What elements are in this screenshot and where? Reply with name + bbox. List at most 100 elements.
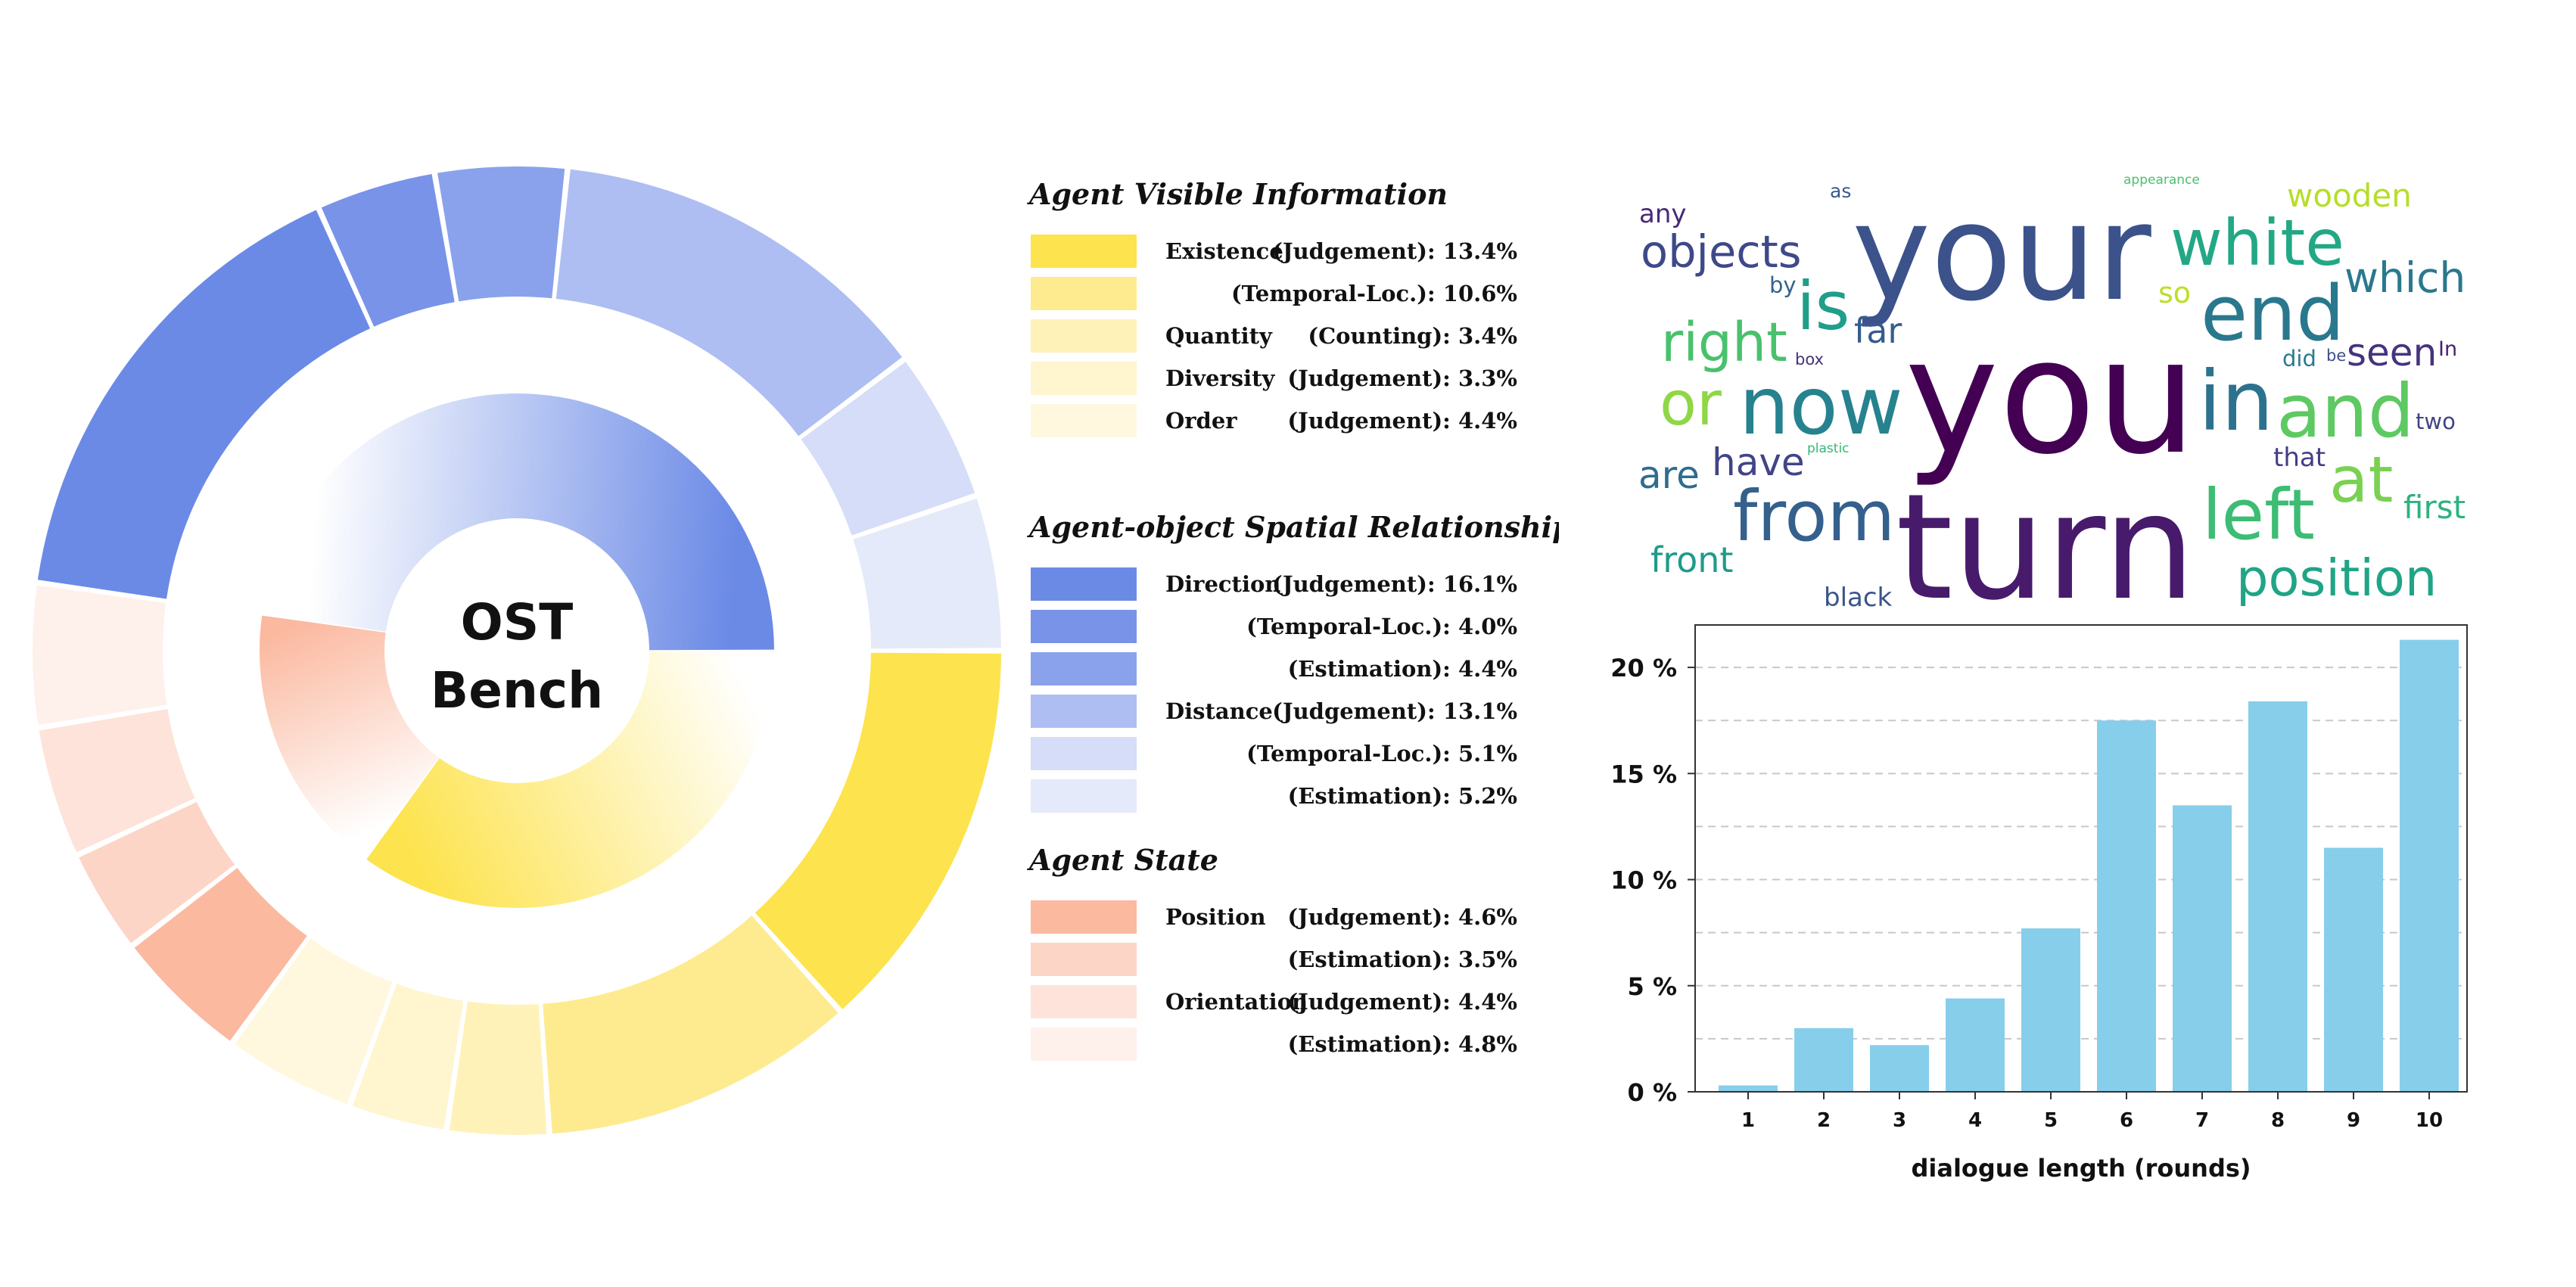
legend-swatch-agent-object-spatial-relationship-0: [1031, 567, 1137, 601]
wordcloud-word: at: [2329, 443, 2394, 517]
y-tick-label: 10 %: [1610, 866, 1677, 895]
bar-7: [2173, 805, 2232, 1092]
legend-heading-agent-visible-information: Agent Visible Information: [1027, 177, 1448, 211]
legend-value-agent-object-spatial-relationship-2: (Estimation): 4.4%: [1288, 656, 1517, 682]
legend-value-agent-visible-information-4: (Judgement): 4.4%: [1287, 408, 1517, 434]
legend-value-agent-object-spatial-relationship-5: (Estimation): 5.2%: [1288, 783, 1517, 809]
bar-chart-frame: [1694, 624, 2468, 1093]
wordcloud-word: from: [1733, 476, 1896, 557]
wordcloud-word: left: [2202, 474, 2316, 555]
legend-value-agent-state-3: (Estimation): 4.8%: [1288, 1031, 1517, 1057]
outer-slice-agent-state-5: [134, 868, 307, 1041]
wordcloud-word: and: [2276, 368, 2415, 454]
category-legend: Agent Visible InformationExistence(Judge…: [1027, 177, 1559, 1061]
legend-swatch-agent-object-spatial-relationship-3: [1031, 695, 1137, 728]
wordcloud-word: which: [2344, 253, 2466, 302]
legend-swatch-agent-visible-information-1: [1031, 277, 1137, 310]
legend-category-order: Order: [1165, 408, 1237, 434]
x-tick-label: 2: [1817, 1109, 1831, 1132]
legend-swatch-agent-visible-information-4: [1031, 404, 1137, 437]
wordcloud-word: that: [2273, 443, 2326, 473]
outer-slice-agent-object-spatial-relationship-12: [555, 169, 903, 437]
wordcloud-word: any: [1639, 199, 1687, 229]
inner-slice-agent-state: [259, 615, 439, 859]
legend-heading-agent-state: Agent State: [1027, 843, 1218, 877]
x-tick-label: 6: [2120, 1109, 2133, 1132]
wordcloud-word: as: [1830, 180, 1852, 202]
legend-category-distance: Distance: [1165, 698, 1273, 724]
bar-3: [1870, 1045, 1929, 1092]
legend-swatch-agent-object-spatial-relationship-5: [1031, 779, 1137, 813]
bar-9: [2324, 847, 2383, 1092]
ost-bench-donut-chart: OST Bench: [32, 166, 1001, 1135]
legend-value-agent-object-spatial-relationship-0: (Judgement): 16.1%: [1272, 571, 1517, 597]
bar-chart-x-ticks: 1 2 3 4 5 6 7 8 9 10: [1741, 1092, 2443, 1132]
wordcloud-word: so: [2158, 276, 2192, 309]
legend-value-agent-state-1: (Estimation): 3.5%: [1288, 947, 1517, 972]
legend-value-agent-state-2: (Judgement): 4.4%: [1287, 989, 1517, 1015]
x-tick-label: 10: [2416, 1109, 2443, 1132]
outer-slice-agent-state-6: [79, 801, 235, 943]
legend-value-agent-visible-information-0: (Judgement): 13.4%: [1272, 238, 1517, 264]
bar-2: [1794, 1027, 1853, 1092]
bar-6: [2097, 720, 2156, 1092]
bar-chart-y-ticks: 0 % 5 % 10 % 15 % 20 %: [1610, 654, 1695, 1107]
y-tick-label: 5 %: [1628, 972, 1677, 1001]
wordcloud-word: far: [1854, 310, 1902, 351]
donut-outer-ring: [32, 166, 1001, 1135]
wordcloud-word: turn: [1896, 462, 2196, 613]
outer-slice-agent-object-spatial-relationship-9: [37, 210, 371, 599]
legend-value-agent-visible-information-1: (Temporal-Loc.): 10.6%: [1231, 281, 1517, 306]
wordcloud-word: are: [1638, 453, 1700, 497]
legend-category-quantity: Quantity: [1165, 323, 1273, 349]
legend-swatch-agent-state-2: [1031, 985, 1137, 1018]
outer-slice-agent-state-8: [32, 585, 167, 726]
y-tick-label: 0 %: [1628, 1078, 1677, 1107]
legend-swatch-agent-object-spatial-relationship-4: [1031, 737, 1137, 770]
legend-category-diversity: Diversity: [1165, 365, 1275, 391]
legend-category-direction: Direction: [1165, 571, 1280, 597]
legend-category-orientation: Orientation: [1165, 989, 1308, 1015]
wordcloud-word: objects: [1641, 225, 1802, 278]
wordcloud-word: position: [2236, 549, 2438, 608]
legend-value-agent-visible-information-2: (Counting): 3.4%: [1308, 323, 1517, 349]
wordcloud-word: did: [2282, 346, 2316, 371]
legend-swatch-agent-object-spatial-relationship-2: [1031, 652, 1137, 685]
wordcloud-word: you: [1905, 304, 2197, 490]
inner-slice-agent-visible-information: [366, 651, 774, 908]
wordcloud-word: in: [2198, 353, 2274, 449]
wordcloud-word: first: [2403, 489, 2466, 526]
outer-slice-agent-visible-information-2: [449, 1001, 547, 1135]
legend-category-position: Position: [1165, 904, 1266, 930]
donut-inner-ring: [259, 393, 774, 908]
inner-slice-agent-object-spatial-relationship: [262, 393, 774, 651]
wordcloud-word: front: [1650, 539, 1734, 580]
wordcloud-word: wooden: [2287, 177, 2412, 214]
wordcloud-word: plastic: [1807, 441, 1850, 456]
x-tick-label: 7: [2195, 1109, 2209, 1132]
wordcloud-word: box: [1795, 350, 1824, 368]
outer-slice-agent-visible-information-0: [754, 652, 1001, 1009]
outer-slice-agent-visible-information-4: [235, 938, 393, 1105]
y-tick-label: 15 %: [1610, 760, 1677, 788]
wordcloud-word: black: [1824, 583, 1893, 613]
x-tick-label: 4: [1968, 1109, 1982, 1132]
legend-swatch-agent-visible-information-0: [1031, 235, 1137, 268]
wordcloud-word: In: [2438, 337, 2458, 361]
legend-value-agent-visible-information-3: (Judgement): 3.3%: [1287, 365, 1517, 391]
donut-title-line-2: Bench: [431, 661, 603, 720]
x-tick-label: 8: [2271, 1109, 2285, 1132]
wordcloud-word: have: [1712, 440, 1805, 484]
bar-1: [1719, 1085, 1778, 1092]
legend-swatch-agent-visible-information-2: [1031, 319, 1137, 353]
x-tick-label: 1: [1741, 1109, 1755, 1132]
outer-slice-agent-object-spatial-relationship-11: [437, 166, 565, 302]
legend-swatch-agent-visible-information-3: [1031, 362, 1137, 395]
bar-4: [1946, 998, 2005, 1092]
legend-heading-agent-object-spatial-relationship: Agent-object Spatial Relationship: [1027, 510, 1559, 544]
outer-slice-agent-object-spatial-relationship-14: [853, 498, 1001, 649]
bar-8: [2248, 701, 2307, 1092]
x-tick-label: 3: [1893, 1109, 1906, 1132]
legend-value-agent-object-spatial-relationship-3: (Judgement): 13.1%: [1272, 698, 1517, 724]
legend-value-agent-object-spatial-relationship-4: (Temporal-Loc.): 5.1%: [1246, 741, 1517, 766]
